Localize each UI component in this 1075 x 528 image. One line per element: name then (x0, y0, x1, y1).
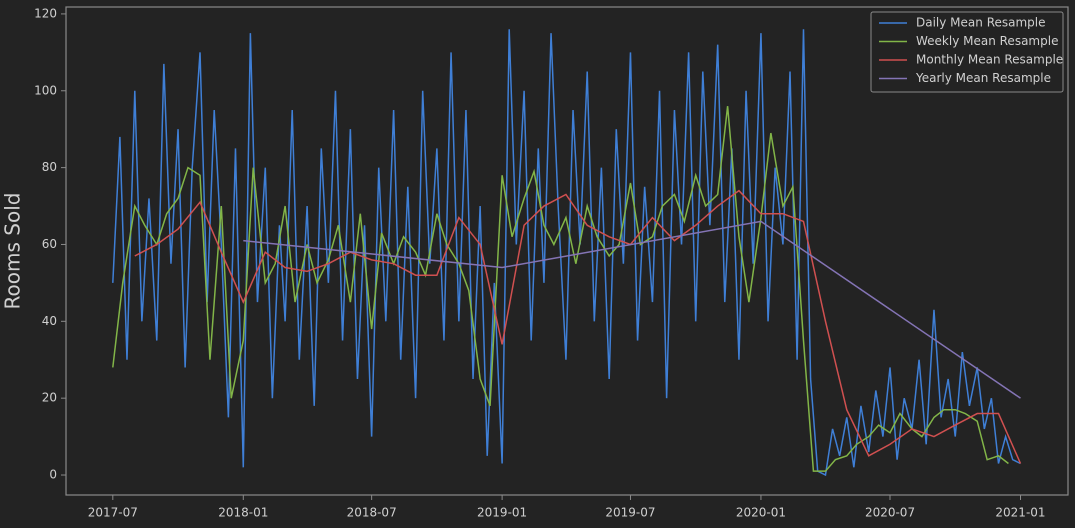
x-tick-label: 2020-07 (865, 506, 915, 520)
x-tick-label: 2017-07 (88, 506, 138, 520)
x-tick-label: 2019-01 (477, 506, 527, 520)
y-axis-label: Rooms Sold (1, 193, 25, 310)
x-tick-label: 2020-01 (736, 506, 786, 520)
y-tick-label: 40 (42, 314, 57, 328)
legend-box (870, 11, 1064, 93)
legend-label: Monthly Mean Resample (916, 53, 1063, 67)
series-line (112, 106, 1009, 472)
x-tick-label: 2018-07 (347, 506, 397, 520)
legend-label: Weekly Mean Resample (916, 34, 1058, 48)
y-tick-label: 60 (42, 237, 57, 251)
x-tick-label: 2018-01 (218, 506, 268, 520)
series-line (112, 29, 1021, 477)
y-tick-label: 100 (34, 83, 57, 97)
series-line (243, 220, 1021, 399)
y-tick-label: 20 (42, 391, 57, 405)
legend-label: Daily Mean Resample (916, 16, 1046, 30)
y-tick-label: 80 (42, 160, 57, 174)
plot-frame (65, 6, 1069, 496)
y-tick-label: 0 (49, 468, 57, 482)
x-tick-label: 2019-07 (605, 506, 655, 520)
x-tick-label: 2021-01 (995, 506, 1045, 520)
legend-label: Yearly Mean Resample (915, 71, 1051, 85)
y-tick-label: 120 (34, 6, 57, 20)
series-line (134, 189, 1022, 464)
